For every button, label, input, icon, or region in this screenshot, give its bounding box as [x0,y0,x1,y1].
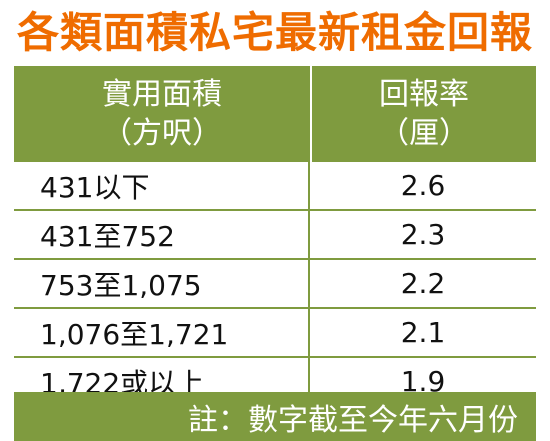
chart-title: 各類面積私宅最新租金回報 [16,8,533,57]
area-cell: 431以下 [14,162,310,209]
table-row: 1,076至1,721 2.1 [14,309,536,358]
table-header: 實用面積 （方呎） 回報率 （厘） [14,66,536,162]
yield-cell: 2.2 [400,267,446,300]
rental-yield-table: 實用面積 （方呎） 回報率 （厘） 431以下 2.6 431至752 2.3 … [14,66,536,405]
header-area-line1: 實用面積 [102,77,222,112]
table-note: 註：數字截至今年六月份 [14,392,536,441]
yield-cell: 2.6 [400,169,446,202]
yield-cell: 2.1 [400,316,446,349]
header-yield-line1: 回報率 [379,77,469,112]
yield-cell: 2.3 [400,218,446,251]
table-row: 431以下 2.6 [14,162,536,211]
table-row: 753至1,075 2.2 [14,260,536,309]
area-cell: 753至1,075 [14,260,310,307]
header-yield-line2: （厘） [379,116,469,151]
header-area-line2: （方呎） [102,116,222,151]
header-area-column: 實用面積 （方呎） [14,66,312,162]
area-cell: 1,076至1,721 [14,309,310,356]
area-cell: 431至752 [14,211,310,258]
table-row: 431至752 2.3 [14,211,536,260]
header-yield-column: 回報率 （厘） [312,66,536,162]
table-body: 431以下 2.6 431至752 2.3 753至1,075 2.2 1,07… [14,162,536,405]
